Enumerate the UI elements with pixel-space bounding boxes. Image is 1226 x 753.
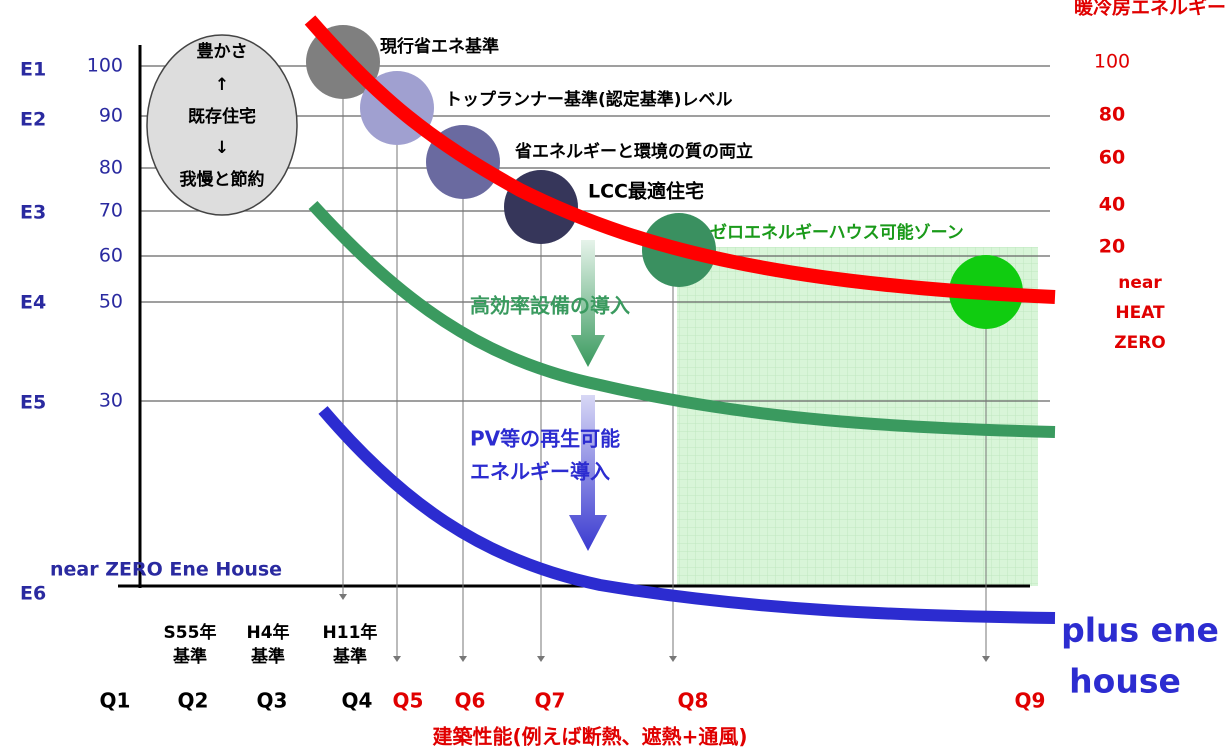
- heat-curve: [304, 15, 1056, 304]
- standard: H4年: [246, 622, 289, 643]
- level-code: E3: [20, 202, 46, 224]
- right-level: 100: [1094, 51, 1130, 73]
- quality: Q4: [342, 689, 373, 713]
- plus-label: house: [1069, 662, 1181, 701]
- quality: Q5: [393, 689, 424, 713]
- right-level: 40: [1099, 194, 1125, 216]
- standard: 基準: [172, 646, 207, 667]
- x-axis-title: 建築性能(例えば断熱、遮熱+通風): [432, 725, 747, 749]
- quality: Q8: [678, 689, 709, 713]
- oval-text: 既存住宅: [188, 106, 256, 127]
- level-value: 30: [99, 390, 123, 412]
- efficiency-arrow: [571, 240, 605, 367]
- arrow-label: PV等の再生可能: [470, 427, 620, 451]
- level-code: E4: [20, 292, 46, 314]
- level-value: 90: [99, 105, 123, 127]
- near-zero: near ZERO Ene House: [50, 559, 282, 581]
- standard: 基準: [250, 646, 285, 667]
- right-level: 80: [1099, 104, 1125, 126]
- right-level: 60: [1099, 147, 1125, 169]
- level-value: 100: [87, 55, 123, 77]
- stage-label: LCC最適住宅: [588, 180, 704, 203]
- quality: Q7: [535, 689, 566, 713]
- quality: Q1: [100, 689, 131, 713]
- right-title: 暖冷房エネルギー: [1074, 0, 1226, 19]
- quality: Q3: [257, 689, 288, 713]
- level-code: E1: [20, 59, 46, 81]
- oval: [146, 34, 298, 216]
- level-code: E5: [20, 392, 46, 414]
- efficiency-curve: [308, 200, 1056, 438]
- oval-text: 豊かさ: [197, 41, 248, 62]
- stage-label: 省エネルギーと環境の質の両立: [514, 141, 753, 162]
- right-level: 20: [1099, 236, 1125, 258]
- stage-label: ゼロエネルギーハウス可能ゾーン: [710, 222, 964, 243]
- stage-label: トップランナー基準(認定基準)レベル: [445, 89, 733, 110]
- level-code: E6: [20, 583, 46, 605]
- zero-label: HEAT: [1115, 303, 1165, 323]
- quality: Q6: [455, 689, 486, 713]
- quality: Q2: [178, 689, 209, 713]
- standard: 基準: [332, 646, 367, 667]
- renewable-curve: [318, 406, 1056, 624]
- level-code: E2: [20, 109, 46, 131]
- level-value: 50: [99, 291, 123, 313]
- arrow-label: エネルギー導入: [470, 460, 610, 484]
- oval-text: ↑: [215, 75, 229, 95]
- plus-label: plus ene: [1061, 611, 1219, 650]
- oval-text: 我慢と節約: [180, 169, 265, 190]
- drop-lines: [339, 62, 990, 662]
- renewable-arrow: [569, 395, 607, 551]
- level-value: 70: [99, 200, 123, 222]
- oval-text: ↓: [215, 138, 229, 158]
- arrow-label: 高効率設備の導入: [470, 294, 630, 318]
- standard: H11年: [323, 622, 378, 643]
- stage-label: 現行省エネ基準: [380, 36, 499, 57]
- standard: S55年: [164, 622, 217, 643]
- zero-label: ZERO: [1114, 333, 1165, 353]
- level-value: 80: [99, 157, 123, 179]
- zero-label: near: [1118, 273, 1162, 293]
- quality: Q9: [1015, 689, 1046, 713]
- level-value: 60: [99, 245, 123, 267]
